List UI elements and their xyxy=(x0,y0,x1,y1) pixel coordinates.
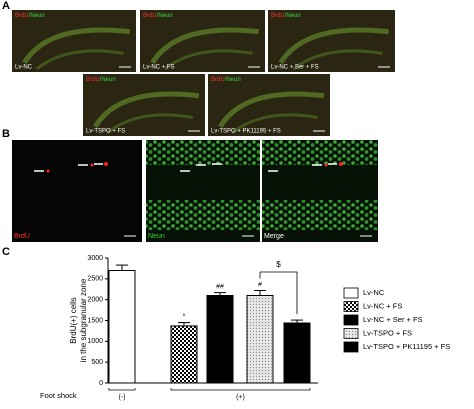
y-tick-label: 2000 xyxy=(87,297,103,304)
cell-layer xyxy=(262,200,378,230)
granule-layer xyxy=(93,91,200,129)
panel-label: A xyxy=(2,0,10,12)
cell-layer xyxy=(262,140,378,165)
legend-swatch xyxy=(343,314,359,326)
granule-layer xyxy=(22,27,131,65)
micrograph xyxy=(140,10,265,72)
y-tick-label: 2500 xyxy=(87,276,103,283)
bar xyxy=(283,322,311,384)
arrows xyxy=(34,163,337,172)
stain-brdu: BrdU xyxy=(211,77,225,83)
granule-layer xyxy=(292,49,383,71)
y-tick-label: 3000 xyxy=(87,255,103,262)
significance-mark: $ xyxy=(276,260,281,269)
significance-mark: # xyxy=(258,281,262,288)
stain-label: BrdU/Neun xyxy=(143,13,173,19)
bar-chart: 0 500 1000 1500 2000 2500 3000 BrdU(+) cells in … xyxy=(40,255,450,401)
stain-label: BrdU/Neun xyxy=(86,77,116,83)
granule-layer xyxy=(278,27,389,65)
stain-brdu: BrdU xyxy=(143,13,157,19)
group-label: (+) xyxy=(236,394,245,401)
group-label: (-) xyxy=(119,394,126,401)
stain-neun: /Neun xyxy=(225,77,241,83)
channel-label: Merge xyxy=(264,233,284,240)
cell-layer xyxy=(146,140,260,165)
legend-swatch xyxy=(343,341,359,353)
stain-brdu: BrdU xyxy=(15,13,29,19)
x-axis-label: Foot shock xyxy=(40,391,77,400)
stain-neun: /Neun xyxy=(285,13,301,19)
legend-swatch xyxy=(343,328,359,339)
stain-neun: /Neun xyxy=(29,13,45,19)
brdu-cells xyxy=(46,162,343,173)
granule-layer xyxy=(150,27,260,65)
granule-layer xyxy=(35,49,124,71)
channel-label: BrdU xyxy=(14,233,30,240)
micrograph xyxy=(12,10,136,72)
stain-brdu: BrdU xyxy=(86,77,100,83)
micrograph xyxy=(12,140,142,242)
micrograph xyxy=(208,74,330,136)
bar xyxy=(108,270,136,384)
y-tick-label: 1500 xyxy=(87,317,103,324)
granule-layer xyxy=(218,91,325,129)
bar xyxy=(206,295,234,384)
legend-label: Lv-TSPO + FS xyxy=(363,328,412,337)
stain-label: BrdU/Neun xyxy=(211,77,241,83)
y-tick-label: 0 xyxy=(99,380,103,387)
legend-label: Lv-TSPO + PK11195 + FS xyxy=(363,342,450,351)
bar xyxy=(170,325,198,384)
condition-label: Lv-TSPO + FS xyxy=(86,129,125,135)
stain-brdu: BrdU xyxy=(271,13,285,19)
significance-mark: ## xyxy=(216,283,224,290)
condition-label: Lv-NC xyxy=(15,65,33,71)
micrograph xyxy=(83,74,205,136)
cell-layer xyxy=(146,200,260,230)
channel-label: Neun xyxy=(148,233,165,240)
granule-layer xyxy=(106,113,194,135)
panel-label: C xyxy=(2,246,10,258)
micrograph xyxy=(268,10,395,72)
stain-neun: /Neun xyxy=(100,77,116,83)
condition-label: Lv-TSPO + PK11195 + FS xyxy=(211,129,281,135)
legend-swatch xyxy=(343,301,359,312)
group-line xyxy=(108,388,136,391)
legend-label: Lv-NC + Ser + FS xyxy=(363,315,423,324)
condition-label: Lv-NC + FS xyxy=(143,65,175,71)
granule-layer xyxy=(231,113,319,135)
panel-label: B xyxy=(2,128,10,140)
group-line xyxy=(170,388,311,391)
stain-label: BrdU/Neun xyxy=(271,13,301,19)
y-tick-label: 1000 xyxy=(87,338,103,345)
significance-mark: * xyxy=(183,313,186,320)
condition-label: Lv-NC + Ser + FS xyxy=(271,65,319,71)
stain-label: BrdU/Neun xyxy=(15,13,45,19)
bracket xyxy=(259,271,298,315)
legend-swatch xyxy=(343,287,359,299)
stain-neun: /Neun xyxy=(157,13,173,19)
legend-label: Lv-NC xyxy=(363,288,385,297)
y-axis-label: BrdU(+) cells xyxy=(69,297,78,343)
bar xyxy=(246,295,274,384)
y-tick-label: 500 xyxy=(91,359,103,366)
granule-layer xyxy=(164,49,253,71)
legend-label: Lv-NC + FS xyxy=(363,301,402,310)
y-axis-label: in the subgranular zone xyxy=(79,278,88,362)
